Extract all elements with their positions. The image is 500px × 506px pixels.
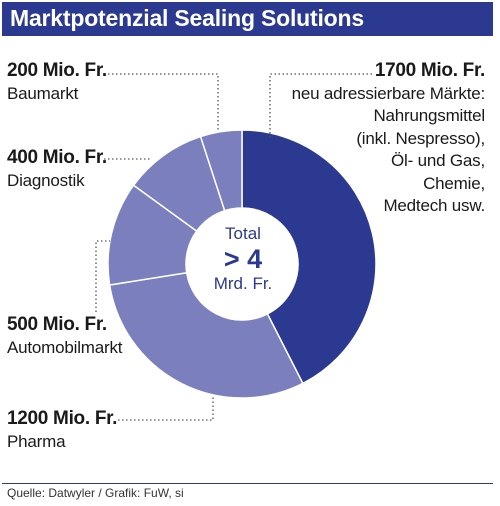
- chart-title: Marktpotenzial Sealing Solutions: [10, 5, 364, 31]
- label-pharma: 1200 Mio. Fr. Pharma: [7, 408, 117, 453]
- leader-automobil: [95, 240, 110, 312]
- label-adressierbar-line: Nahrungsmittel: [373, 106, 485, 125]
- label-pharma-amount: 1200 Mio. Fr.: [7, 408, 118, 429]
- center-total-label: Total: [225, 224, 261, 243]
- title-bar: Marktpotenzial Sealing Solutions: [2, 2, 493, 36]
- label-adressierbar-line: Öl- und Gas,: [391, 151, 485, 170]
- slice-adressierbar: [241, 129, 377, 385]
- leader-baumarkt: [104, 73, 219, 132]
- slice-baumarkt: [199, 129, 243, 212]
- label-adressierbar-line: neu adressierbare Märkte:: [291, 83, 486, 103]
- source-note: Quelle: Datwyler / Grafik: FuW, si: [7, 486, 184, 500]
- leader-adressierbar: [269, 73, 372, 138]
- slice-pharma: [108, 271, 304, 399]
- label-baumarkt: 200 Mio. Fr. Baumarkt: [7, 60, 107, 105]
- label-adressierbar-line: Chemie,: [423, 173, 485, 193]
- donut-center-label: Total > 4 Mrd. Fr.: [190, 223, 296, 295]
- label-adressierbar: 1700 Mio. Fr. neu adressierbare Märkte: …: [291, 60, 486, 218]
- leader-pharma: [118, 396, 214, 421]
- label-adressierbar-line: (inkl. Nespresso),: [356, 128, 485, 148]
- label-automobil-amount: 500 Mio. Fr.: [7, 314, 107, 335]
- label-diagnostik: 400 Mio. Fr. Diagnostik: [7, 147, 107, 192]
- label-adressierbar-amount: 1700 Mio. Fr.: [374, 60, 485, 81]
- label-adressierbar-line: Medtech usw.: [383, 196, 485, 215]
- label-pharma-category: Pharma: [7, 431, 66, 451]
- label-baumarkt-category: Baumarkt: [7, 83, 79, 103]
- label-automobil: 500 Mio. Fr. Automobilmarkt: [7, 314, 122, 359]
- center-total-value: > 4: [223, 244, 263, 274]
- label-automobil-category: Automobilmarkt: [7, 337, 123, 357]
- label-diagnostik-category: Diagnostik: [7, 170, 85, 190]
- footer-divider: [2, 483, 493, 484]
- label-baumarkt-amount: 200 Mio. Fr.: [7, 60, 107, 81]
- center-total-unit: Mrd. Fr.: [213, 274, 273, 293]
- label-diagnostik-amount: 400 Mio. Fr.: [7, 147, 107, 168]
